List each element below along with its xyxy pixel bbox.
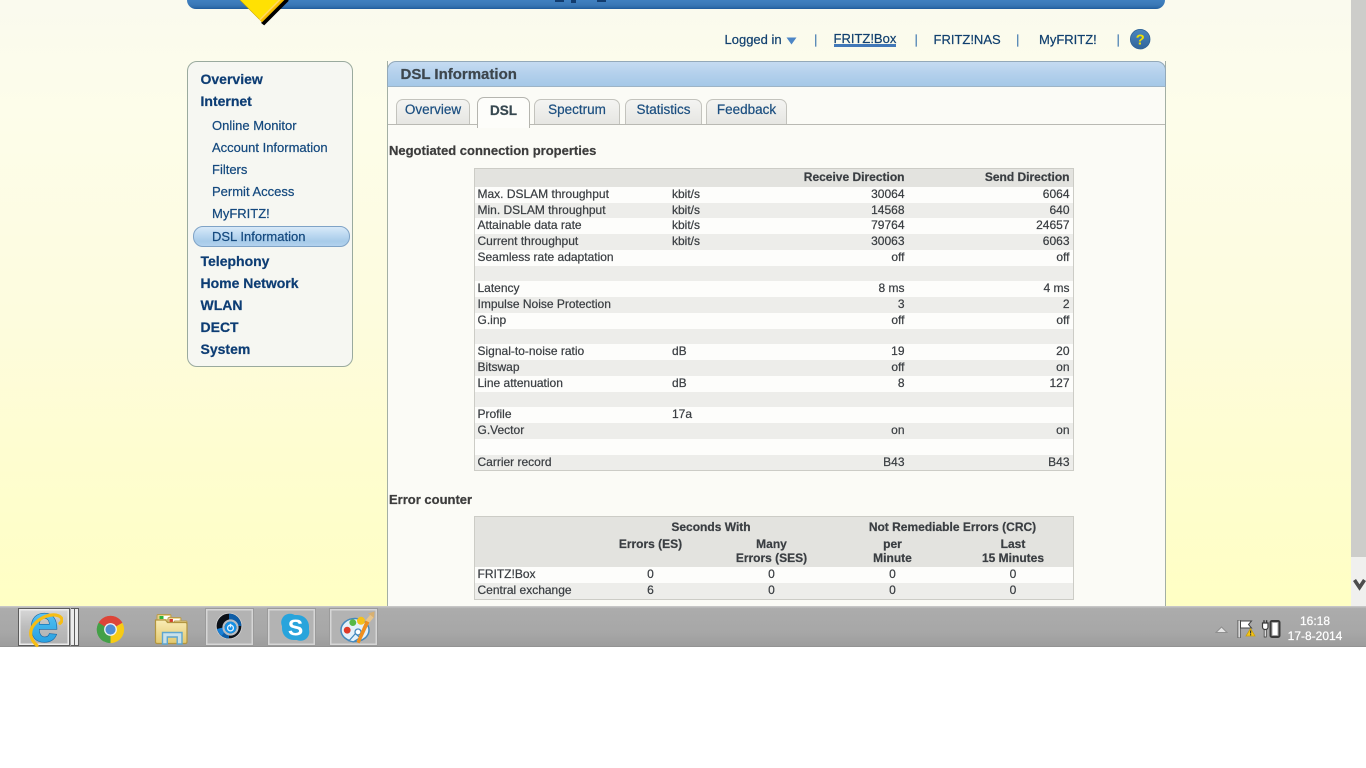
- svg-text:S: S: [288, 615, 303, 641]
- svg-text:?: ?: [1136, 31, 1145, 48]
